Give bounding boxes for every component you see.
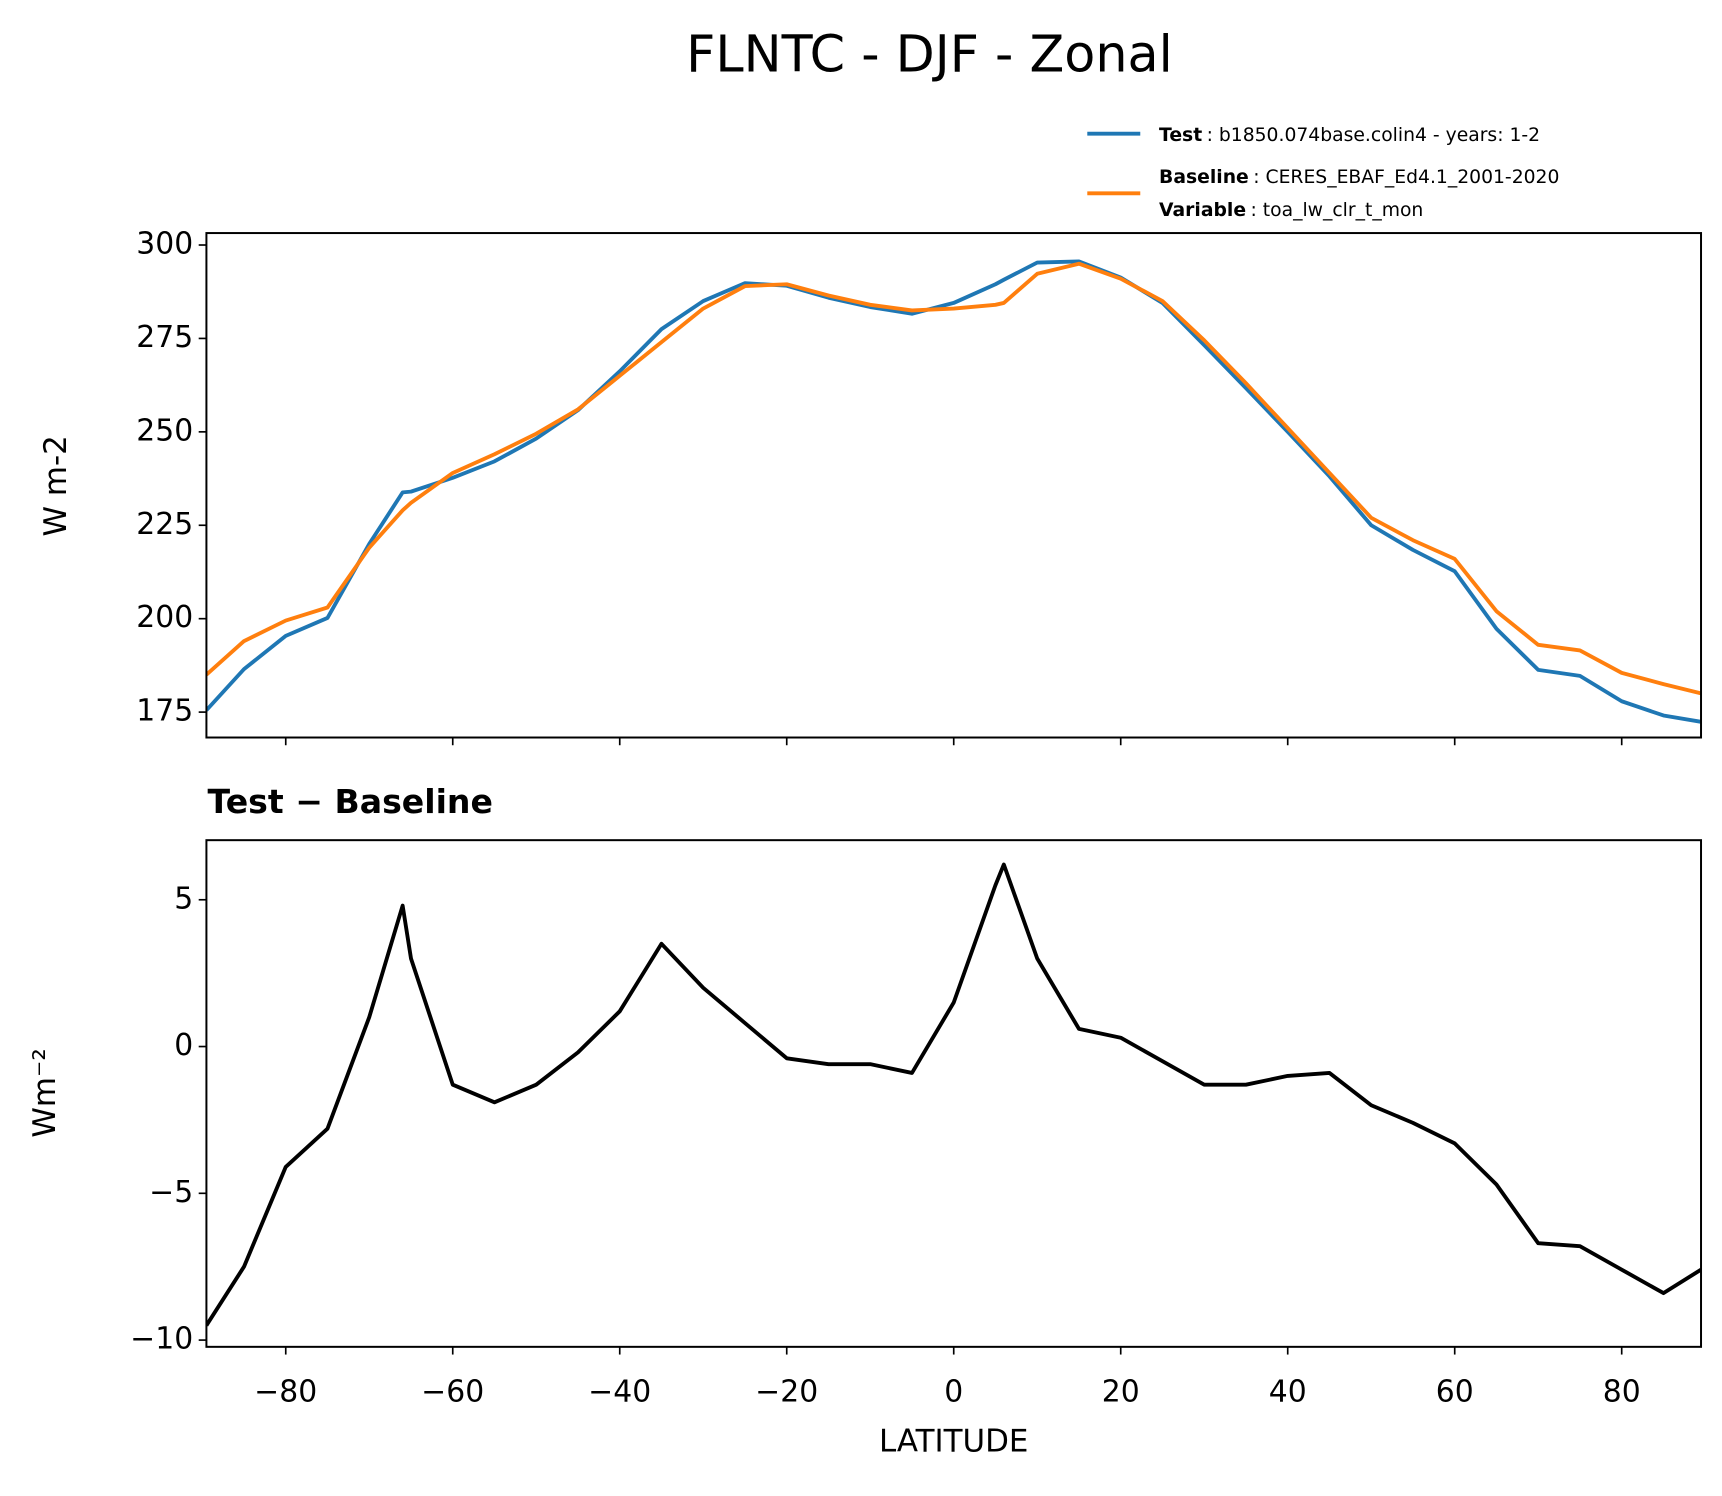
legend-description: : toa_lw_clr_t_mon	[1250, 199, 1423, 220]
series-line	[206, 259, 1702, 724]
legend-label: Baseline	[1159, 166, 1249, 187]
y-tick-label: 200	[136, 600, 193, 635]
legend-description: : CERES_EBAF_Ed4.1_2001-2020	[1253, 166, 1559, 187]
y-axis-label: Wm⁻²	[27, 1048, 63, 1137]
y-tick-label: −10	[130, 1322, 193, 1357]
y-tick-label: 300	[136, 227, 193, 262]
x-tick-label: −20	[755, 1375, 818, 1410]
x-tick-label: 40	[1269, 1375, 1307, 1410]
plot-frame	[205, 232, 1703, 739]
x-tick-label: 60	[1436, 1375, 1474, 1410]
y-tick-label: 175	[136, 694, 193, 729]
y-tick-label: 250	[136, 413, 193, 448]
legend-description: : b1850.074base.colin4 - years: 1-2	[1207, 124, 1541, 145]
x-tick-label: −80	[254, 1375, 317, 1410]
series-line	[206, 862, 1702, 1327]
panel-title: Test − Baseline	[208, 782, 493, 821]
chart-title: FLNTC - DJF - Zonal	[686, 25, 1173, 84]
x-tick-label: −60	[421, 1375, 484, 1410]
x-tick-label: 20	[1102, 1375, 1140, 1410]
y-tick-label: −5	[149, 1175, 193, 1210]
legend-entry: Test: b1850.074base.colin4 - years: 1-2	[1159, 124, 1540, 145]
legend: Test: b1850.074base.colin4 - years: 1-2 …	[1087, 124, 1559, 220]
legend-entry: Baseline: CERES_EBAF_Ed4.1_2001-2020	[1159, 166, 1559, 187]
plot-frame	[205, 839, 1703, 1348]
x-axis-label: LATITUDE	[879, 1423, 1028, 1459]
legend-label: Variable	[1159, 199, 1246, 220]
y-tick-label: 5	[174, 881, 193, 916]
series-line	[206, 261, 1702, 696]
y-tick-label: 0	[174, 1028, 193, 1063]
x-tick-label: 80	[1603, 1375, 1641, 1410]
legend-label: Test	[1159, 124, 1202, 145]
x-tick-label: 0	[944, 1375, 963, 1410]
x-tick-label: −40	[588, 1375, 651, 1410]
legend-entry: Variable: toa_lw_clr_t_mon	[1159, 199, 1423, 220]
y-tick-label: 225	[136, 507, 193, 542]
y-tick-label: 275	[136, 320, 193, 355]
y-axis-label: W m-2	[38, 435, 74, 536]
